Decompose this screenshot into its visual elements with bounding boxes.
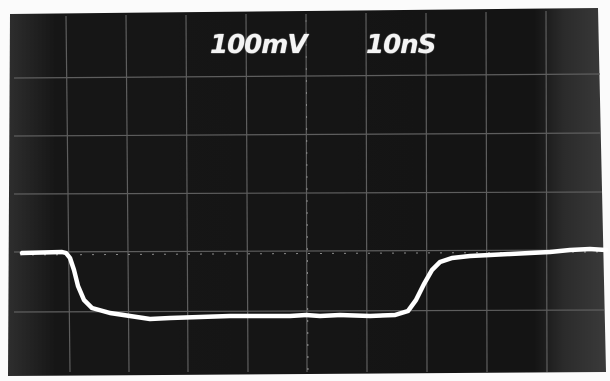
volts-per-div-label: 100mV xyxy=(210,30,307,60)
time-per-div-label: 10nS xyxy=(366,30,436,60)
waveform-trace xyxy=(19,246,609,322)
graticule xyxy=(13,10,605,373)
graticule-center-ticks xyxy=(19,19,601,371)
